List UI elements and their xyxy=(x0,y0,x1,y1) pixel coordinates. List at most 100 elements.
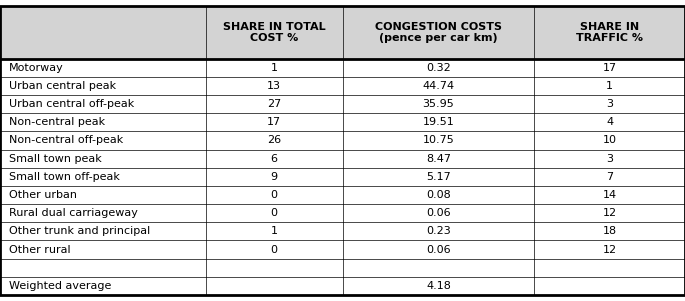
Bar xyxy=(206,132,342,150)
Text: 7: 7 xyxy=(606,172,613,182)
Text: 17: 17 xyxy=(267,117,281,127)
Bar xyxy=(0,204,206,222)
Bar xyxy=(342,222,534,240)
Text: 12: 12 xyxy=(603,244,616,255)
Text: 44.74: 44.74 xyxy=(423,81,454,91)
Bar xyxy=(206,222,342,240)
Text: 13: 13 xyxy=(267,81,281,91)
Bar xyxy=(0,113,206,132)
Bar xyxy=(0,95,206,113)
Text: 12: 12 xyxy=(603,208,616,218)
Bar xyxy=(0,77,206,95)
Bar xyxy=(342,6,534,59)
Text: 4.18: 4.18 xyxy=(426,281,451,291)
Bar xyxy=(534,222,685,240)
Text: Non-central peak: Non-central peak xyxy=(9,117,105,127)
Bar xyxy=(534,132,685,150)
Text: 3: 3 xyxy=(606,154,613,164)
Text: 9: 9 xyxy=(271,172,277,182)
Text: Rural dual carriageway: Rural dual carriageway xyxy=(9,208,138,218)
Bar xyxy=(534,150,685,168)
Bar xyxy=(342,59,534,77)
Bar xyxy=(0,259,206,277)
Text: 1: 1 xyxy=(271,226,277,236)
Bar xyxy=(0,6,206,59)
Bar xyxy=(342,277,534,295)
Text: 0.32: 0.32 xyxy=(426,63,451,73)
Text: 3: 3 xyxy=(606,99,613,109)
Text: 4: 4 xyxy=(606,117,613,127)
Bar xyxy=(206,95,342,113)
Text: Other urban: Other urban xyxy=(9,190,77,200)
Bar xyxy=(534,95,685,113)
Text: 18: 18 xyxy=(603,226,616,236)
Bar xyxy=(534,204,685,222)
Bar xyxy=(342,259,534,277)
Bar xyxy=(534,240,685,259)
Bar xyxy=(206,77,342,95)
Text: CONGESTION COSTS
(pence per car km): CONGESTION COSTS (pence per car km) xyxy=(375,22,502,43)
Text: Small town peak: Small town peak xyxy=(9,154,101,164)
Bar xyxy=(342,132,534,150)
Bar xyxy=(0,186,206,204)
Text: 0: 0 xyxy=(271,190,277,200)
Text: Non-central off-peak: Non-central off-peak xyxy=(9,135,123,145)
Text: 26: 26 xyxy=(267,135,281,145)
Text: 1: 1 xyxy=(271,63,277,73)
Text: 0: 0 xyxy=(271,244,277,255)
Text: Small town off-peak: Small town off-peak xyxy=(9,172,120,182)
Bar xyxy=(206,204,342,222)
Bar xyxy=(0,168,206,186)
Text: SHARE IN
TRAFFIC %: SHARE IN TRAFFIC % xyxy=(576,22,643,43)
Bar xyxy=(206,113,342,132)
Bar xyxy=(206,150,342,168)
Bar xyxy=(342,95,534,113)
Bar xyxy=(0,277,206,295)
Bar xyxy=(534,186,685,204)
Bar xyxy=(206,240,342,259)
Text: 0.06: 0.06 xyxy=(426,244,451,255)
Bar xyxy=(534,77,685,95)
Bar xyxy=(342,77,534,95)
Text: 10.75: 10.75 xyxy=(423,135,454,145)
Bar xyxy=(206,59,342,77)
Text: 6: 6 xyxy=(271,154,277,164)
Text: Urban central peak: Urban central peak xyxy=(9,81,116,91)
Bar xyxy=(342,168,534,186)
Text: 10: 10 xyxy=(603,135,616,145)
Bar xyxy=(534,259,685,277)
Bar xyxy=(534,59,685,77)
Text: 27: 27 xyxy=(267,99,281,109)
Bar xyxy=(206,259,342,277)
Text: 0.08: 0.08 xyxy=(426,190,451,200)
Text: 1: 1 xyxy=(606,81,613,91)
Bar xyxy=(0,150,206,168)
Text: Motorway: Motorway xyxy=(9,63,64,73)
Text: 19.51: 19.51 xyxy=(423,117,454,127)
Bar xyxy=(342,186,534,204)
Bar xyxy=(534,113,685,132)
Bar xyxy=(342,240,534,259)
Text: 35.95: 35.95 xyxy=(423,99,454,109)
Bar xyxy=(342,113,534,132)
Bar xyxy=(206,6,342,59)
Bar xyxy=(0,59,206,77)
Bar xyxy=(206,186,342,204)
Bar xyxy=(534,168,685,186)
Text: 14: 14 xyxy=(603,190,616,200)
Text: Other rural: Other rural xyxy=(9,244,71,255)
Text: Weighted average: Weighted average xyxy=(9,281,111,291)
Text: 0.06: 0.06 xyxy=(426,208,451,218)
Text: 5.17: 5.17 xyxy=(426,172,451,182)
Text: 0: 0 xyxy=(271,208,277,218)
Text: Urban central off-peak: Urban central off-peak xyxy=(9,99,134,109)
Bar xyxy=(342,204,534,222)
Bar xyxy=(0,222,206,240)
Text: SHARE IN TOTAL
COST %: SHARE IN TOTAL COST % xyxy=(223,22,325,43)
Bar xyxy=(534,277,685,295)
Bar xyxy=(0,132,206,150)
Text: 17: 17 xyxy=(603,63,616,73)
Bar xyxy=(206,168,342,186)
Bar xyxy=(342,150,534,168)
Text: 0.23: 0.23 xyxy=(426,226,451,236)
